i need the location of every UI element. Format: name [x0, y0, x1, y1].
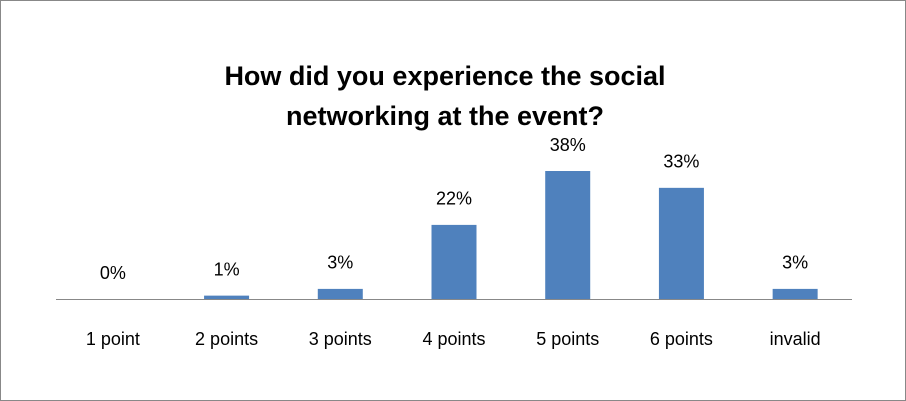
value-label: 38%: [550, 135, 586, 155]
bar: [772, 288, 818, 299]
bar: [431, 224, 477, 299]
x-tick-label: 4 points: [422, 329, 485, 349]
bar: [545, 171, 591, 299]
value-label: 3%: [327, 253, 353, 273]
bar: [317, 288, 363, 299]
bar: [204, 295, 250, 299]
x-tick-label: 1 point: [86, 329, 140, 349]
value-label: 0%: [100, 263, 126, 283]
value-label: 3%: [782, 253, 808, 273]
value-label: 22%: [436, 189, 472, 209]
value-label: 1%: [214, 259, 240, 279]
bar: [658, 187, 704, 299]
x-tick-label: 5 points: [536, 329, 599, 349]
chart-title: How did you experience the social networ…: [224, 61, 666, 131]
x-tick-label: 6 points: [650, 329, 713, 349]
x-tick-label: invalid: [770, 329, 821, 349]
x-tick-label: 2 points: [195, 329, 258, 349]
value-label: 33%: [663, 152, 699, 172]
x-tick-label: 3 points: [309, 329, 372, 349]
